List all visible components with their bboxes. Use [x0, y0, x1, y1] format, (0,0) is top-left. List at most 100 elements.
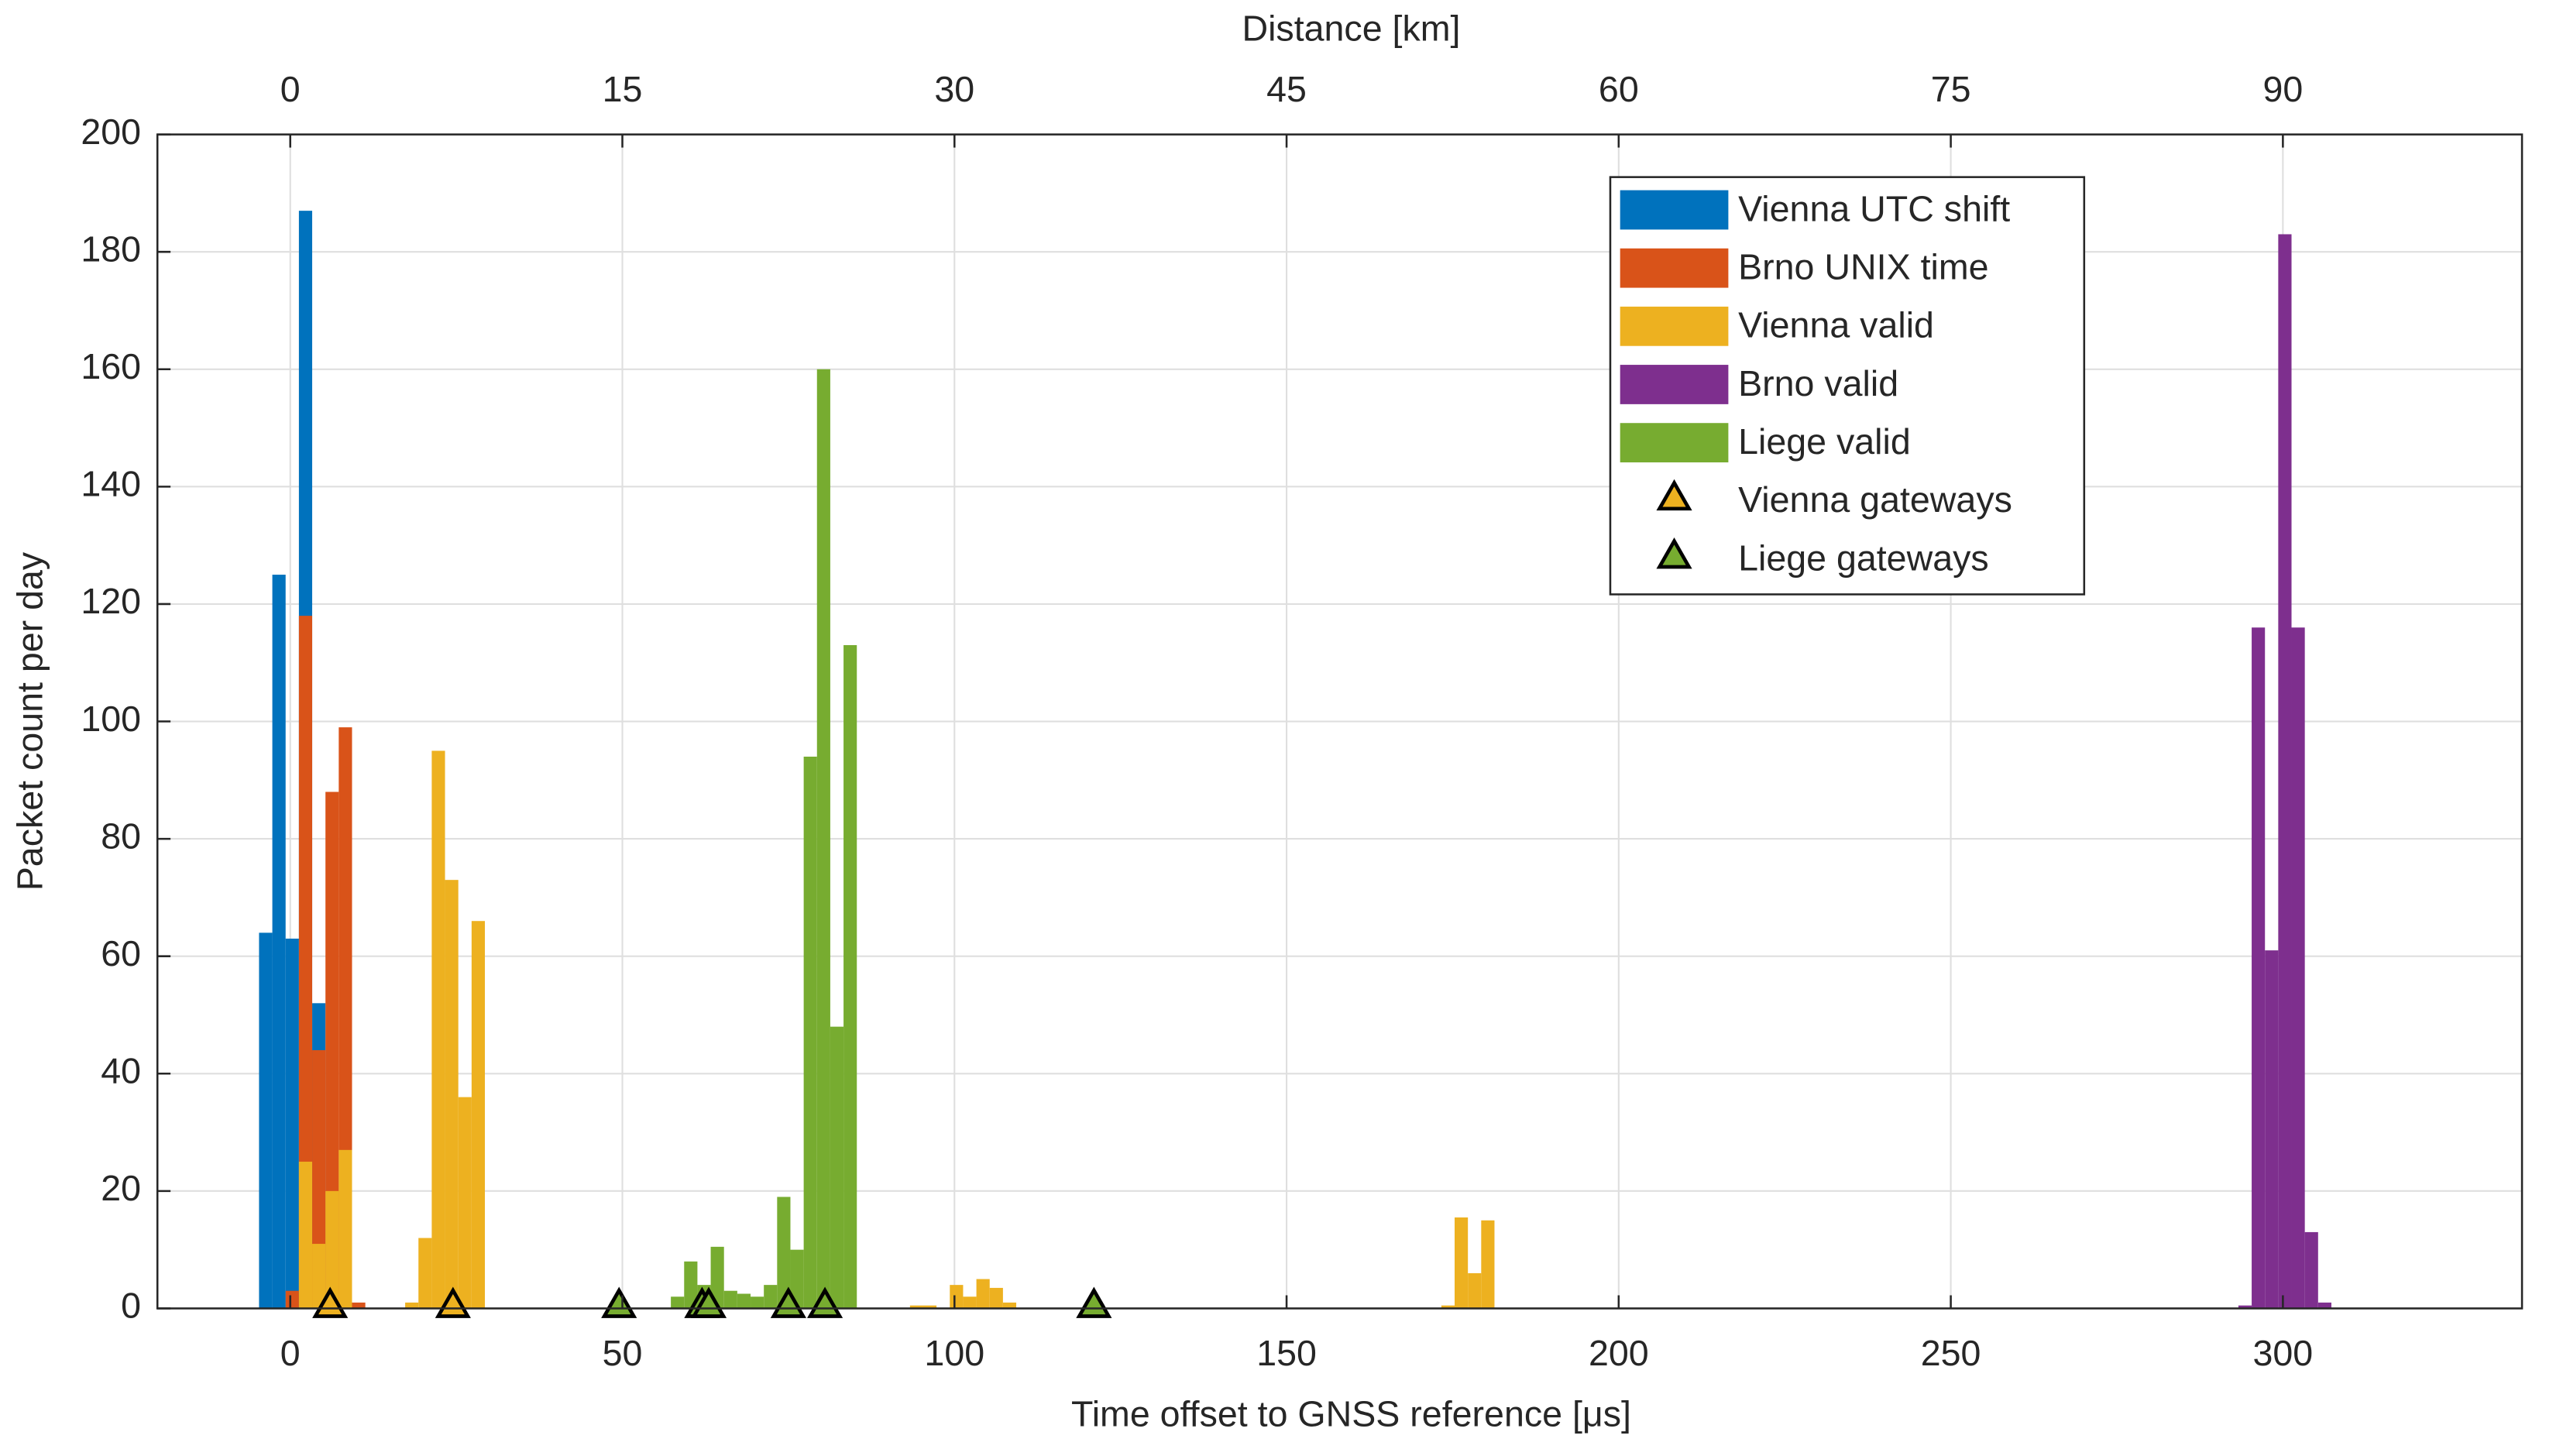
top-tick-label: 45 — [1266, 69, 1307, 109]
y-tick-label: 60 — [101, 933, 141, 974]
histogram-bar — [431, 750, 445, 1309]
legend-label: Brno UNIX time — [1738, 247, 1988, 287]
legend-marker — [1656, 537, 1692, 569]
histogram-bar — [950, 1285, 964, 1309]
histogram-bar — [1481, 1220, 1495, 1309]
legend-label: Vienna gateways — [1738, 479, 2012, 520]
histogram-bar — [2265, 950, 2279, 1309]
top-tick-label: 0 — [280, 69, 301, 109]
top-tick-label: 75 — [1931, 69, 1971, 109]
top-axis-title: Distance [km] — [1242, 9, 1460, 49]
legend-swatch — [1620, 365, 1729, 404]
gateway-marker — [601, 1286, 637, 1318]
legend-marker — [1656, 479, 1692, 511]
histogram-bar — [259, 932, 273, 1309]
x-tick-label: 100 — [924, 1333, 984, 1373]
histogram-bar — [989, 1287, 1003, 1309]
histogram-bar — [976, 1279, 990, 1309]
histogram-bar — [2291, 627, 2305, 1309]
gateway-marker — [690, 1286, 727, 1318]
gateway-marker — [770, 1286, 806, 1318]
y-tick-label: 40 — [101, 1051, 141, 1091]
y-tick-label: 80 — [101, 816, 141, 856]
histogram-bar — [471, 921, 486, 1309]
histogram-bar — [445, 880, 459, 1309]
histogram-bar — [737, 1293, 751, 1309]
histogram-bar — [790, 1249, 804, 1309]
legend-swatch — [1620, 423, 1729, 463]
legend-swatch — [1620, 248, 1729, 288]
histogram-bar — [963, 1296, 977, 1309]
histogram-bar — [710, 1246, 724, 1309]
histogram-bar — [764, 1285, 778, 1309]
legend-label: Liege gateways — [1738, 537, 1989, 578]
top-tick-label: 30 — [934, 69, 974, 109]
legend-label: Vienna valid — [1738, 305, 1934, 345]
histogram-bar — [352, 1302, 366, 1309]
legend-label: Brno valid — [1738, 363, 1898, 403]
histogram-bar — [2252, 627, 2266, 1309]
histogram-bar — [2304, 1231, 2318, 1309]
histogram-bar — [405, 1302, 419, 1309]
histogram-bar — [777, 1197, 791, 1309]
histogram-bar — [723, 1290, 737, 1309]
top-tick-label: 60 — [1599, 69, 1639, 109]
x-tick-label: 250 — [1921, 1333, 1981, 1373]
histogram-bar — [298, 1161, 313, 1309]
legend-label: Vienna UTC shift — [1738, 188, 2010, 228]
histogram-bar — [816, 369, 830, 1309]
histogram-bar — [671, 1296, 685, 1309]
histogram-bar — [312, 1244, 326, 1309]
histogram-bar — [2317, 1302, 2331, 1309]
histogram-bar — [285, 1290, 299, 1309]
histogram-bar — [1468, 1272, 1482, 1309]
x-tick-label: 150 — [1256, 1333, 1317, 1373]
histogram-bar — [909, 1305, 923, 1309]
plot-area — [259, 211, 2331, 1318]
histogram-bar — [922, 1305, 937, 1309]
y-tick-label: 160 — [81, 346, 141, 386]
y-tick-label: 0 — [121, 1286, 141, 1326]
y-tick-label: 120 — [81, 581, 141, 621]
histogram-bar — [1002, 1302, 1017, 1309]
y-tick-label: 200 — [81, 112, 141, 152]
y-tick-label: 140 — [81, 464, 141, 504]
histogram-bar — [418, 1238, 432, 1309]
x-tick-label: 300 — [2253, 1333, 2314, 1373]
x-tick-label: 200 — [1589, 1333, 1649, 1373]
histogram-bar — [1441, 1305, 1455, 1309]
gateway-marker — [312, 1286, 349, 1318]
y-tick-label: 180 — [81, 228, 141, 269]
histogram-bar — [2238, 1305, 2252, 1309]
x-axis-title: Time offset to GNSS reference [μs] — [1071, 1393, 1631, 1434]
gateway-marker — [1076, 1286, 1112, 1318]
histogram-bar — [751, 1296, 764, 1309]
histogram-bar — [325, 792, 339, 1309]
histogram-bar — [458, 1097, 472, 1309]
legend-swatch — [1620, 306, 1729, 346]
gateway-marker — [806, 1286, 843, 1318]
y-tick-label: 100 — [81, 699, 141, 739]
histogram-bar — [285, 938, 299, 1309]
top-tick-label: 15 — [603, 69, 643, 109]
x-tick-label: 0 — [280, 1333, 301, 1373]
top-tick-label: 90 — [2262, 69, 2303, 109]
legend: Vienna UTC shift Brno UNIX time Vienna val… — [1609, 176, 2086, 596]
legend-swatch — [1620, 190, 1729, 230]
y-axis-title: Packet count per day — [10, 551, 50, 891]
histogram-bar — [298, 616, 313, 1309]
x-tick-label: 50 — [603, 1333, 643, 1373]
histogram-bar — [684, 1261, 698, 1309]
legend-label: Liege valid — [1738, 421, 1911, 462]
histogram-bar — [843, 645, 857, 1309]
y-tick-label: 20 — [101, 1168, 141, 1208]
gateway-marker — [435, 1286, 471, 1318]
histogram-bar — [830, 1026, 844, 1309]
histogram-bar — [2278, 234, 2292, 1309]
histogram-bar — [325, 1190, 339, 1309]
histogram-bar — [272, 575, 286, 1309]
histogram-bar — [1455, 1217, 1469, 1309]
